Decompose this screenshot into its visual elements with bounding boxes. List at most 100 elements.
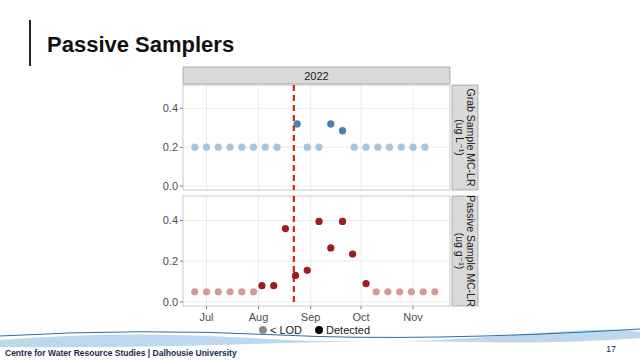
point <box>374 144 381 151</box>
tick-label-x: Nov <box>403 311 423 323</box>
panel-frame <box>183 85 450 190</box>
tick-label-x: Sep <box>301 311 321 323</box>
point <box>409 144 416 151</box>
legend-marker <box>315 326 323 334</box>
point <box>386 144 393 151</box>
axis-title-line: (ug L⁻¹) <box>454 119 466 155</box>
point <box>262 144 269 151</box>
point <box>250 144 257 151</box>
slide-title: Passive Samplers <box>47 32 234 57</box>
point <box>408 288 415 295</box>
point <box>191 288 198 295</box>
tick-x <box>361 306 362 309</box>
grid-line-x <box>258 85 259 190</box>
tick-label-y: 0.4 <box>163 102 178 114</box>
tick-x <box>206 306 207 309</box>
tick-label-x: Oct <box>352 311 369 323</box>
point <box>420 288 427 295</box>
tick-label-y: 0.2 <box>163 141 178 153</box>
panel-background <box>183 196 450 306</box>
axis-title-line: (ug g⁻¹) <box>454 233 466 269</box>
tick-y <box>180 147 183 148</box>
legend-label: < LOD <box>270 324 302 336</box>
point <box>226 288 233 295</box>
point <box>373 288 380 295</box>
grid-line-x <box>361 196 362 306</box>
point <box>238 144 245 151</box>
point <box>292 272 299 279</box>
point <box>315 218 322 225</box>
plot-area <box>191 85 428 190</box>
legend-label: Detected <box>326 324 370 336</box>
axis-title-y: Passive Sample MC-LR(ug g⁻¹) <box>454 195 478 307</box>
point <box>339 218 346 225</box>
tick-y <box>180 261 183 262</box>
point <box>327 120 334 127</box>
reference-line <box>293 196 295 306</box>
point <box>226 144 233 151</box>
tick-y <box>180 220 183 221</box>
tick-label-y: 0.4 <box>163 214 178 226</box>
tick-label-y: 0.0 <box>163 180 178 192</box>
title-bar <box>29 20 31 66</box>
point <box>270 282 277 289</box>
point <box>304 267 311 274</box>
axis-title-line: Passive Sample MC-LR <box>465 195 477 307</box>
point <box>315 144 322 151</box>
point <box>282 225 289 232</box>
slide: Passive Samplers Centre for Water Resourc… <box>0 0 640 360</box>
point <box>351 144 358 151</box>
point <box>203 144 210 151</box>
tick-label-x: Jul <box>199 311 213 323</box>
grid-line-y <box>183 108 450 109</box>
grid-line-x <box>310 85 311 190</box>
point <box>250 288 257 295</box>
grid-line-y <box>183 186 450 187</box>
grid-line-x <box>206 85 207 190</box>
tick-x <box>413 306 414 309</box>
point <box>362 280 369 287</box>
point <box>238 288 245 295</box>
point <box>349 250 356 257</box>
point <box>191 144 198 151</box>
tick-label-x: Aug <box>249 311 269 323</box>
tick-y <box>180 301 183 302</box>
tick-label-y: 0.0 <box>163 296 178 308</box>
facet-label: 2022 <box>304 70 328 82</box>
point <box>215 288 222 295</box>
reference-line <box>293 85 295 190</box>
panel-background <box>183 85 450 190</box>
point <box>304 144 311 151</box>
grid-line-y <box>183 261 450 262</box>
point <box>396 288 403 295</box>
background <box>0 0 640 360</box>
grid-line-x <box>310 196 311 306</box>
point <box>362 144 369 151</box>
tick-x <box>310 306 311 309</box>
panel-frame <box>183 196 450 306</box>
tick-x <box>258 306 259 309</box>
point <box>421 144 428 151</box>
page-number: 17 <box>606 344 616 354</box>
panel-strip <box>452 85 478 190</box>
grid-line-x <box>361 85 362 190</box>
tick-y <box>180 108 183 109</box>
point <box>294 120 301 127</box>
point <box>327 244 334 251</box>
grid-line-y <box>183 301 450 302</box>
page: {"slide": {"title": "Passive Samplers", … <box>0 0 640 360</box>
point <box>203 288 210 295</box>
point <box>273 144 280 151</box>
point <box>339 127 346 134</box>
grid-line-x <box>413 85 414 190</box>
footer-text: Centre for Water Resource Studies | Dalh… <box>5 348 237 358</box>
point <box>215 144 222 151</box>
point <box>431 288 438 295</box>
legend-marker <box>259 326 267 334</box>
legend: < LOD Detected <box>259 324 370 336</box>
axis-title-y: Grab Sample MC-LR(ug L⁻¹) <box>454 88 478 186</box>
axis-title-line: Grab Sample MC-LR <box>465 88 477 186</box>
tick-label-y: 0.2 <box>163 255 178 267</box>
point <box>398 144 405 151</box>
facet-strip <box>183 67 450 84</box>
